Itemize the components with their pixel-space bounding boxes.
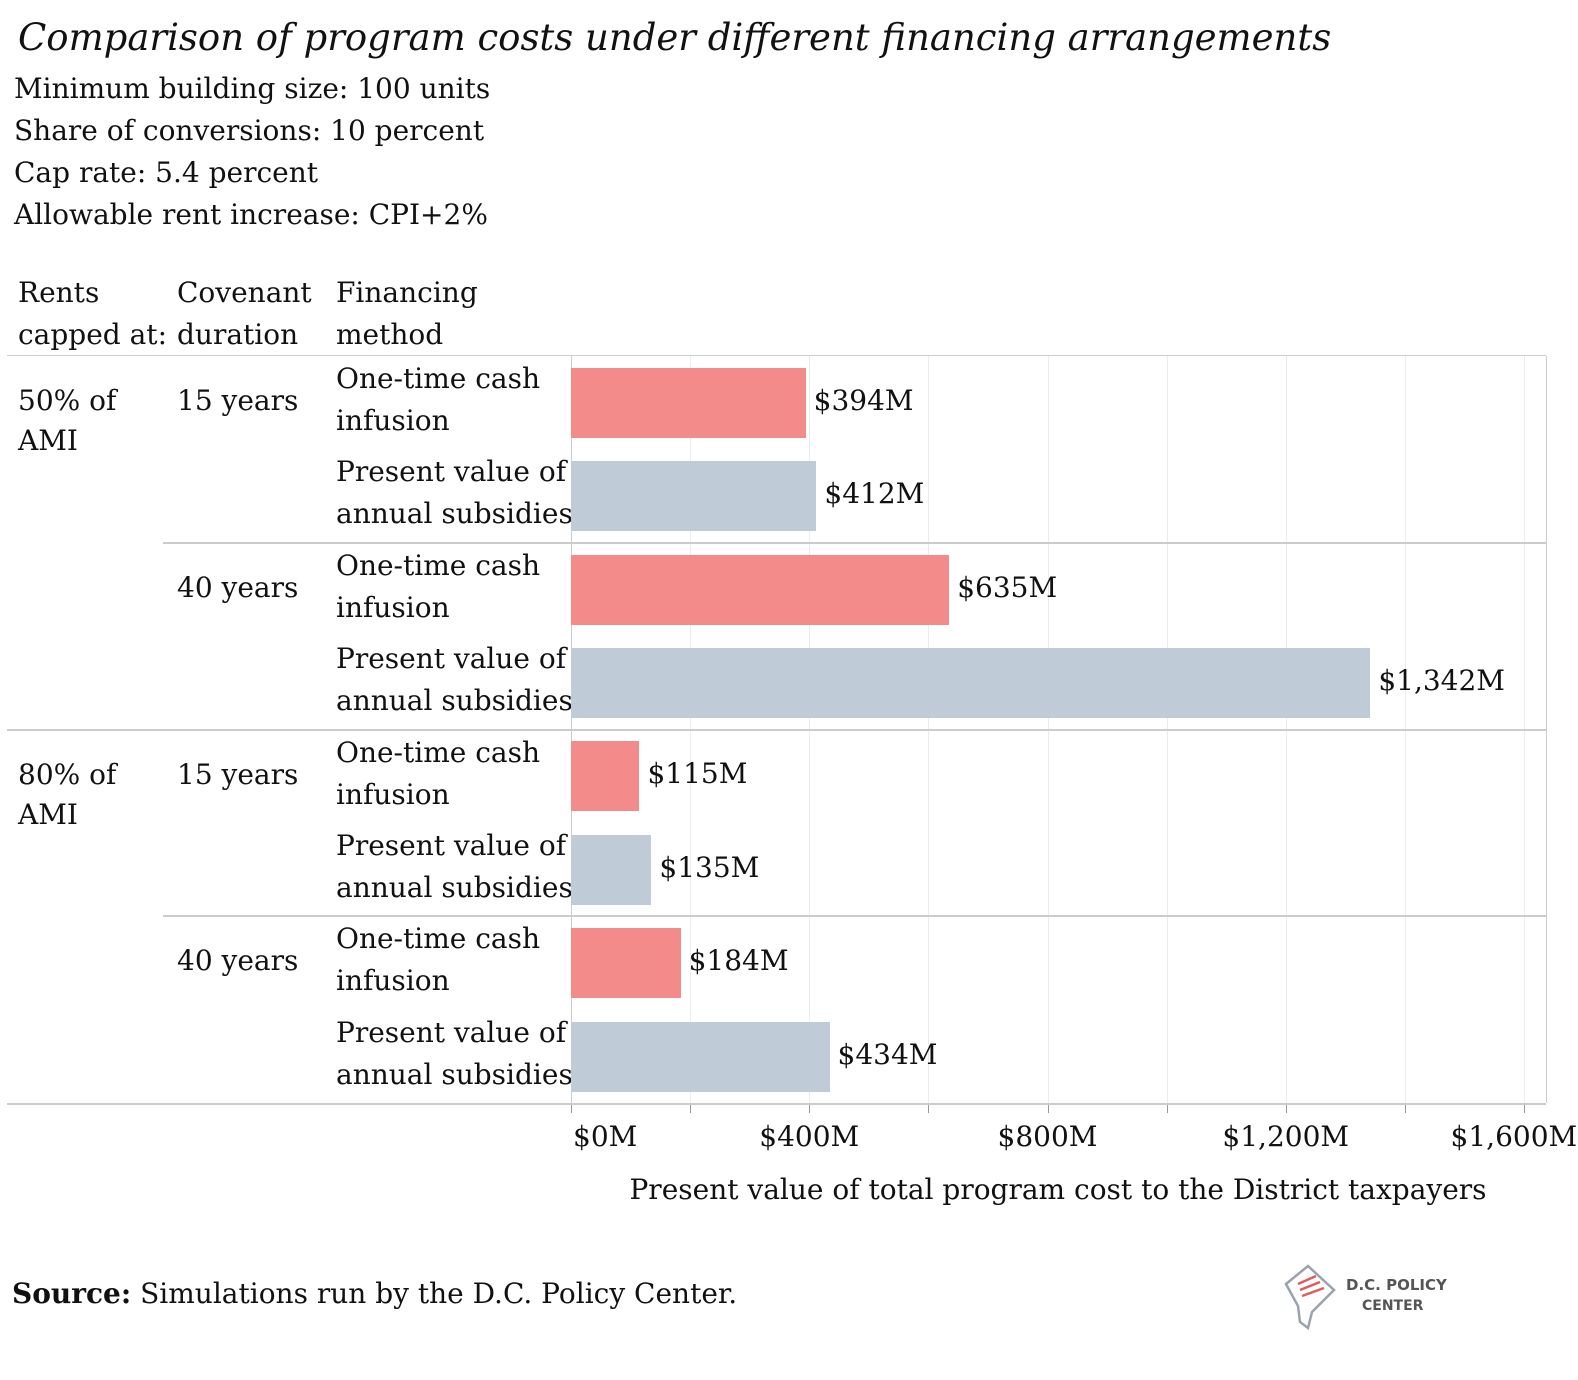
x-tick-mark bbox=[1524, 1105, 1525, 1114]
rule-duration bbox=[163, 541, 1546, 544]
bar-cash-infusion bbox=[571, 741, 640, 812]
chart-title: Comparison of program costs under differ… bbox=[18, 16, 1332, 59]
subtitle-line: Share of conversions: 10 percent bbox=[14, 114, 485, 147]
bar-annual-subsidies bbox=[571, 1021, 830, 1092]
header-covenant: Covenant duration bbox=[177, 276, 312, 351]
x-tick-label: $1,600M bbox=[1450, 1120, 1578, 1154]
x-tick-label: $400M bbox=[759, 1120, 860, 1154]
financing-method-line1: Present value of bbox=[336, 455, 567, 489]
header-rents: Rents capped at: bbox=[18, 276, 167, 351]
financing-method-line1: One-time cash bbox=[336, 548, 541, 582]
rent-cap-line1: 80% of bbox=[18, 757, 117, 791]
financing-method-line2: annual subsidies bbox=[336, 497, 573, 531]
plot-left-border bbox=[571, 356, 572, 1104]
bar-value-label: $184M bbox=[688, 944, 789, 978]
covenant-duration: 40 years bbox=[177, 570, 299, 604]
bar-value-label: $635M bbox=[957, 570, 1058, 604]
covenant-duration: 40 years bbox=[177, 944, 299, 978]
subtitle-line: Allowable rent increase: CPI+2% bbox=[14, 198, 488, 231]
financing-method-line2: infusion bbox=[336, 964, 450, 998]
source-text: Simulations run by the D.C. Policy Cente… bbox=[131, 1277, 738, 1310]
rent-cap-line2: AMI bbox=[18, 424, 78, 457]
logo-line2: CENTER bbox=[1362, 1298, 1424, 1314]
rent-cap-line2: AMI bbox=[18, 797, 78, 831]
financing-method-line1: One-time cash bbox=[336, 362, 541, 395]
x-tick-mark bbox=[571, 1105, 572, 1114]
x-tick-label: $800M bbox=[997, 1120, 1098, 1154]
financing-method-line1: Present value of bbox=[336, 642, 567, 676]
bar-annual-subsidies bbox=[571, 834, 652, 905]
bar-value-label: $394M bbox=[813, 383, 914, 417]
x-tick-mark bbox=[1404, 1105, 1406, 1114]
source-note: Source: Simulations run by the D.C. Poli… bbox=[12, 1277, 737, 1310]
plot-right-border bbox=[1546, 356, 1547, 1104]
covenant-duration: 15 years bbox=[177, 384, 299, 417]
bar-value-label: $135M bbox=[659, 850, 760, 884]
financing-method-line1: One-time cash bbox=[336, 735, 541, 769]
x-tick-mark bbox=[1047, 1105, 1049, 1114]
x-tick-mark bbox=[690, 1105, 692, 1114]
rule-duration bbox=[163, 915, 1546, 918]
rule-bottom bbox=[7, 1103, 1546, 1106]
x-tick-mark bbox=[928, 1105, 930, 1114]
x-tick-mark bbox=[1166, 1105, 1168, 1114]
covenant-duration: 15 years bbox=[177, 757, 299, 791]
bar-cash-infusion bbox=[571, 367, 806, 438]
financing-method-line2: annual subsidies bbox=[336, 684, 573, 718]
rule-top bbox=[7, 355, 1546, 356]
dc-map-icon bbox=[1284, 1264, 1336, 1331]
bar-cash-infusion bbox=[571, 928, 681, 999]
x-tick-mark bbox=[1285, 1105, 1287, 1114]
header-financing: Financing method bbox=[336, 276, 478, 351]
bar-cash-infusion bbox=[571, 554, 950, 625]
bar-value-label: $412M bbox=[824, 477, 925, 511]
bar-annual-subsidies bbox=[571, 461, 817, 532]
rent-cap-line1: 50% of bbox=[18, 384, 117, 417]
financing-method-line1: One-time cash bbox=[336, 922, 541, 956]
dc-policy-center-logo: D.C. POLICY CENTER bbox=[1282, 1262, 1452, 1332]
financing-method-line1: Present value of bbox=[336, 829, 567, 862]
subtitle-line: Minimum building size: 100 units bbox=[14, 72, 491, 105]
financing-method-line2: annual subsidies bbox=[336, 871, 573, 904]
logo-line1: D.C. POLICY bbox=[1346, 1276, 1447, 1294]
financing-method-line2: infusion bbox=[336, 404, 450, 437]
bar-value-label: $115M bbox=[647, 757, 748, 791]
financing-method-line2: annual subsidies bbox=[336, 1057, 573, 1091]
bar-value-label: $1,342M bbox=[1378, 663, 1505, 697]
x-tick-label: $0M bbox=[573, 1120, 638, 1154]
bar-annual-subsidies bbox=[571, 647, 1371, 718]
financing-method-line1: Present value of bbox=[336, 1015, 567, 1049]
x-tick-label: $1,200M bbox=[1222, 1120, 1350, 1154]
subtitle-line: Cap rate: 5.4 percent bbox=[14, 156, 319, 189]
source-label: Source: bbox=[12, 1277, 132, 1310]
financing-method-line2: infusion bbox=[336, 777, 450, 811]
bar-value-label: $434M bbox=[837, 1037, 938, 1071]
financing-method-line2: infusion bbox=[336, 590, 450, 624]
x-axis-title: Present value of total program cost to t… bbox=[629, 1173, 1487, 1206]
rule-group bbox=[7, 728, 1546, 731]
x-tick-mark bbox=[809, 1105, 811, 1114]
